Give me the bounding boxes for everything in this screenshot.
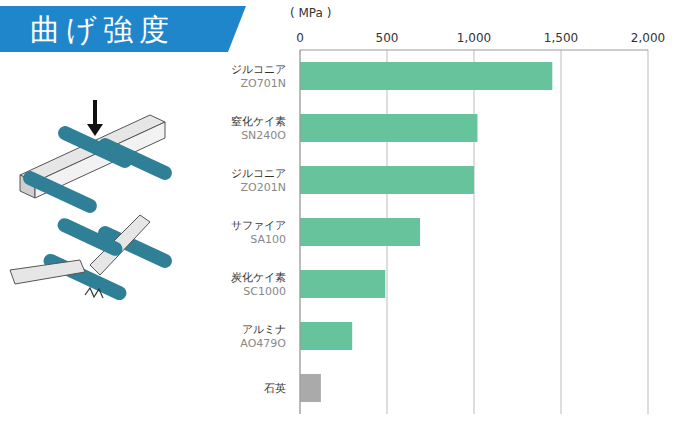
svg-text:SN240O: SN240O xyxy=(241,129,286,142)
svg-text:ジルコニア: ジルコニア xyxy=(231,167,286,180)
svg-text:500: 500 xyxy=(376,31,399,45)
html-text:( MPa ): ( MPa ) xyxy=(290,6,332,20)
svg-text:ZO701N: ZO701N xyxy=(241,77,286,90)
svg-text:ZO201N: ZO201N xyxy=(241,181,286,194)
svg-text:ジルコニア: ジルコニア xyxy=(231,63,286,76)
svg-text:1,000: 1,000 xyxy=(457,31,491,45)
svg-text:2,000: 2,000 xyxy=(631,31,665,45)
svg-text:曲げ強度: 曲げ強度 xyxy=(30,12,175,47)
svg-text:石英: 石英 xyxy=(264,382,286,395)
svg-text:0: 0 xyxy=(296,31,304,45)
svg-text:SA100: SA100 xyxy=(250,233,286,246)
svg-text:アルミナ: アルミナ xyxy=(242,323,286,336)
svg-text:AO479O: AO479O xyxy=(240,337,286,350)
svg-text:窒化ケイ素: 窒化ケイ素 xyxy=(231,115,286,128)
svg-text:サファイア: サファイア xyxy=(231,219,286,232)
svg-text:1,500: 1,500 xyxy=(544,31,578,45)
svg-text:SC1000: SC1000 xyxy=(243,285,286,298)
svg-text:炭化ケイ素: 炭化ケイ素 xyxy=(231,271,286,284)
